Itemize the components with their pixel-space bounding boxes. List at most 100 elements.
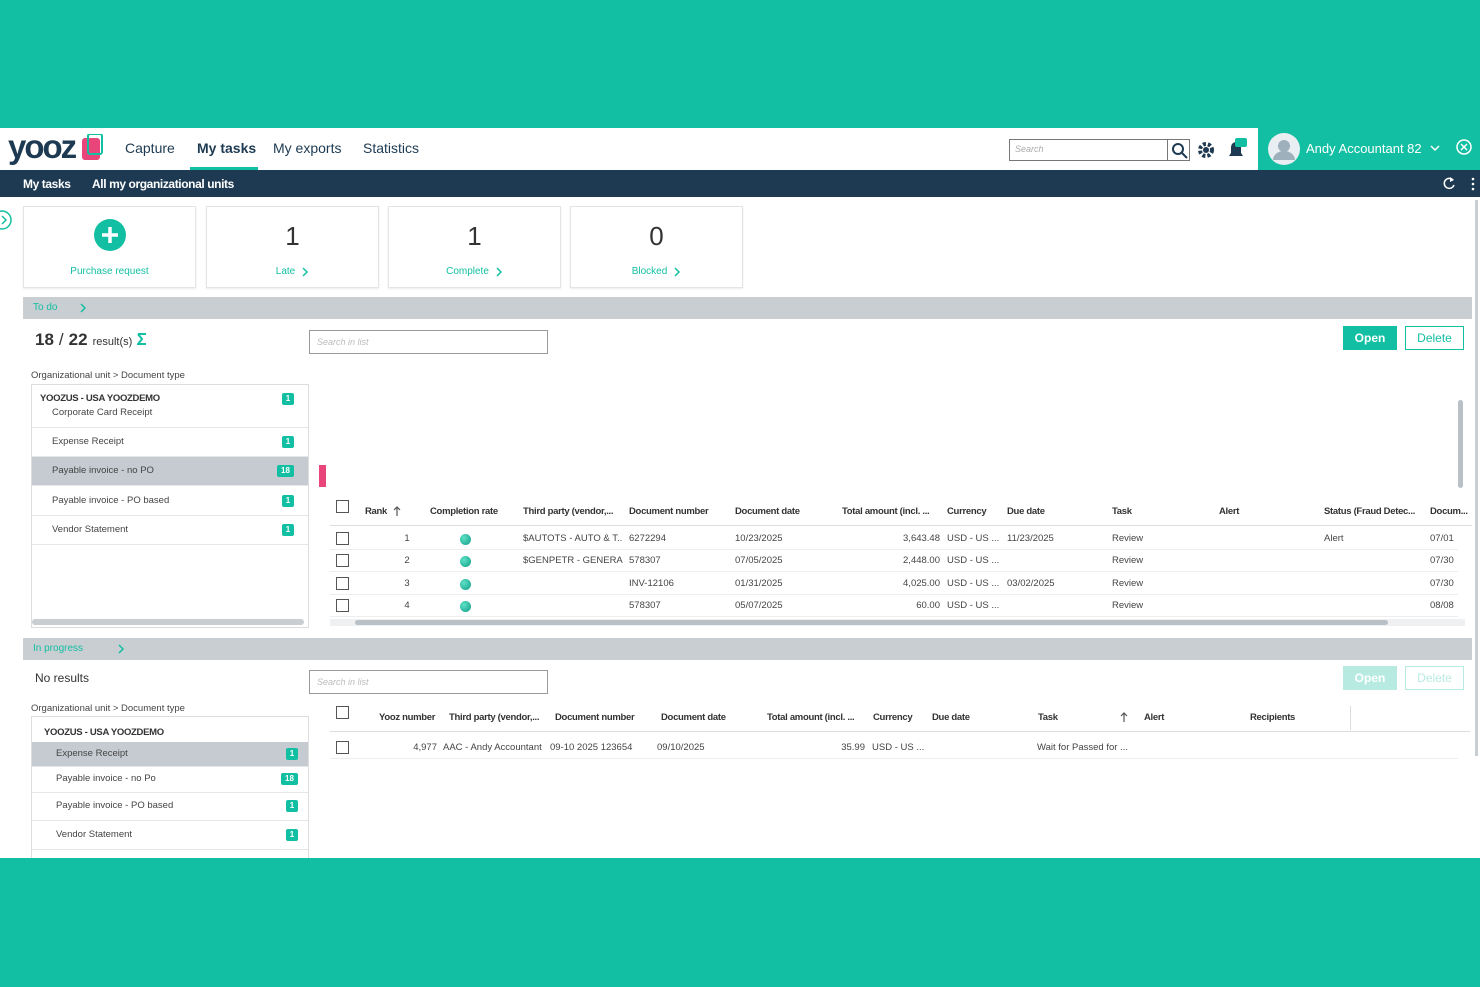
row-checkbox[interactable] [336,741,349,754]
column-header[interactable]: Total amount (incl. ... [767,712,855,723]
column-header[interactable]: Yooz number [379,712,436,723]
tile-chevron [495,266,503,277]
table-cell: USD - US ... [872,742,925,753]
column-header[interactable]: Due date [932,712,970,723]
section-chevron-shape-shape [118,644,125,654]
column-header[interactable]: Document number [555,712,635,723]
column-header[interactable]: Task [1038,712,1058,723]
column-header[interactable]: Total amount (incl. ... [842,506,930,517]
summary-tile[interactable]: 0 Blocked [570,206,743,288]
summary-tile[interactable]: 1 Complete [388,206,561,288]
table-cell: 4 [404,599,410,611]
search-button[interactable] [1167,139,1190,161]
side-toggle[interactable] [0,210,12,230]
sum-icon-shape-shape [137,333,147,345]
column-header[interactable]: Alert [1144,712,1165,723]
table-row[interactable] [330,573,1458,595]
sub-tab[interactable]: All my organizational units [92,177,234,191]
refresh-icon-shape [1443,177,1455,190]
notifications-icon-shape-shape [1235,138,1247,147]
tree-item-label: Payable invoice - no Po [56,773,156,784]
list-search[interactable]: Search in list [309,670,548,694]
count-separator: / [58,330,64,349]
summary-tile[interactable]: 1 Late [206,206,379,288]
section-bar[interactable]: To do [23,297,1472,319]
nav-item[interactable]: Capture [125,140,175,156]
sum-icon-shape [137,333,147,345]
settings-icon-shape [1198,142,1214,158]
logo-text: yooz [8,128,77,165]
tree-root[interactable]: YOOZUS - USA YOOZDEMO [44,727,164,738]
column-header[interactable]: Third party (vendor,... [523,506,614,517]
column-header[interactable]: Task [1112,506,1132,517]
tile-chevron-shape [496,266,502,277]
column-header[interactable]: Third party (vendor,... [449,712,540,723]
count-badge: 1 [286,748,298,760]
table-cell: 6272294 [629,533,666,544]
table-cell: 09/10/2025 [657,742,705,753]
delete-button[interactable]: Delete [1405,326,1464,350]
nav-item[interactable]: Statistics [363,140,420,156]
more-icon[interactable] [1471,177,1475,191]
count-badge: 1 [282,495,294,507]
table-cell: Review [1112,599,1144,611]
global-search[interactable]: Search [1009,139,1168,161]
table-cell: $GENPETR - GENERA... [523,555,623,567]
table-row[interactable] [330,595,1458,617]
logo-icon-shape-shape [82,138,100,160]
side-toggle-shape [0,210,12,230]
user-name: Andy Accountant 82 [1306,141,1422,156]
table-cell: 03/02/2025 [1007,577,1055,589]
results-label: result(s) [92,336,133,348]
column-header[interactable]: Currency [947,506,987,517]
column-header[interactable]: Completion rate [430,506,498,517]
add-icon [94,219,126,251]
row-checkbox[interactable] [336,576,349,590]
row-checkbox[interactable] [336,500,349,513]
tree-root[interactable]: YOOZUS - USA YOOZDEMO [40,393,160,404]
table-cell: 05/07/2025 [735,599,783,611]
tile-chevron-shape-shape [302,266,309,277]
column-header[interactable]: Docum... [1430,506,1468,517]
column-header[interactable]: Due date [1007,506,1045,517]
sub-tab[interactable]: My tasks [23,177,71,191]
in-progress-table: Yooz number Third party (vendor,... Docume… [330,703,1470,858]
refresh-icon-shape-shape [1450,177,1454,182]
row-checkbox[interactable] [336,554,349,568]
column-header[interactable]: Status (Fraud Detec... [1324,506,1416,517]
section-bar[interactable]: In progress [23,638,1472,660]
row-checkbox[interactable] [336,706,349,719]
nav-item[interactable]: My tasks [197,140,257,156]
column-header[interactable]: Document number [629,506,709,517]
table-row[interactable] [330,528,1458,550]
refresh-icon[interactable] [1442,176,1456,190]
table-cell: 4,025.00 [903,577,940,589]
table-cell: 10/23/2025 [735,533,783,544]
tree-item-selected[interactable] [32,742,308,766]
tile-count: 1 [467,221,482,251]
v-scrollbar [1475,200,1478,756]
column-header[interactable]: Currency [873,712,913,723]
sum-icon[interactable] [137,333,147,345]
summary-tile[interactable]: Purchase request [23,206,196,288]
column-header[interactable]: Rank [365,506,388,517]
list-search[interactable]: Search in list [309,330,548,354]
close-icon[interactable] [1456,139,1472,155]
tile-chevron-shape-shape [496,266,502,277]
notifications-icon[interactable] [1226,136,1248,160]
column-header[interactable]: Document date [661,712,726,723]
logo-icon-shape [82,134,103,160]
column-header[interactable]: Document date [735,506,800,517]
nav-item[interactable]: My exports [273,140,342,156]
h-scroll-thumb [355,620,1388,625]
settings-icon[interactable] [1197,140,1215,160]
table-row[interactable] [330,737,1458,759]
table-row[interactable] [330,550,1458,573]
open-button[interactable]: Open [1343,326,1397,350]
column-header[interactable]: Alert [1219,506,1240,517]
row-checkbox[interactable] [336,598,349,612]
column-header[interactable]: Recipients [1250,712,1296,723]
row-checkbox[interactable] [336,532,349,545]
table-cell: 07/30 [1430,577,1454,589]
user-menu[interactable]: Andy Accountant 82 [1258,128,1480,170]
